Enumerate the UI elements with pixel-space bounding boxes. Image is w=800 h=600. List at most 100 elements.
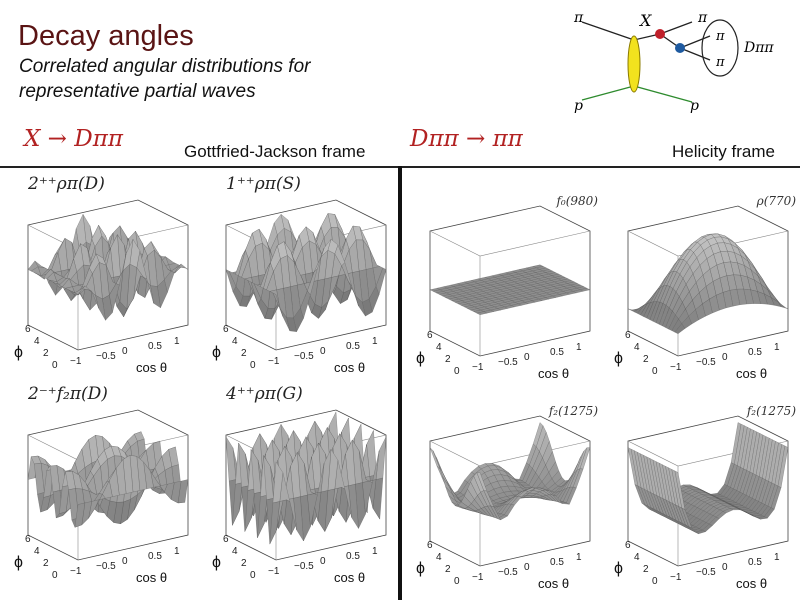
cos-tick-label: −0.5 [294,561,314,572]
panel-label: ρ(770) [756,194,796,208]
cos-tick-label: 0.5 [346,341,360,352]
cos-tick-label: 1 [372,546,378,557]
phi-tick-label: 2 [445,354,451,365]
surface-plot [27,409,189,561]
cos-tick-label: −0.5 [96,351,116,362]
cos-tick-label: −1 [268,356,280,367]
phi-tick-label: 6 [223,534,229,545]
surface-panel: 2⁺⁺ρπ(D) cos θ ϕ −1 −0.5 0 0.5 1 0 2 4 6 [8,170,200,375]
cos-tick-label: 1 [576,552,582,563]
pipi-bubble [701,19,739,77]
surface-panel: f₀(980) cos θ ϕ −1 −0.5 0 0.5 1 0 2 4 6 [410,176,602,381]
pi-b: π [715,55,725,70]
phi-tick-label: 6 [625,330,631,341]
cos-tick-label: −0.5 [696,567,716,578]
phi-tick-label: 4 [436,342,442,353]
surface-panel: 4⁺⁺ρπ(G) cos θ ϕ −1 −0.5 0 0.5 1 0 2 4 6 [206,380,398,585]
p-left: p [574,98,583,114]
phi-tick-label: 0 [454,576,460,587]
cos-theta-axis-label: cos θ [136,570,168,585]
cos-tick-label: 0.5 [346,551,360,562]
cos-tick-label: −0.5 [498,567,518,578]
cos-tick-label: 0 [524,562,530,573]
surface-panel: 2⁻⁺f₂π(D) cos θ ϕ −1 −0.5 0 0.5 1 0 2 4 6 [8,380,200,585]
panel-label: 2⁻⁺f₂π(D) [28,384,108,404]
cos-tick-label: 0 [320,556,326,567]
cos-tick-label: 0 [122,346,128,357]
cos-tick-label: −0.5 [498,357,518,368]
panel-label: 4⁺⁺ρπ(G) [226,384,303,404]
cos-tick-label: −1 [670,362,682,373]
cos-theta-axis-label: cos θ [136,360,168,375]
surface-plot [429,415,591,567]
panel-label: 1⁺⁺ρπ(S) [226,174,301,194]
cos-theta-axis-label: cos θ [334,570,366,585]
Dpipi-label: Dππ [743,40,774,56]
phi-tick-label: 2 [643,354,649,365]
cos-tick-label: −0.5 [696,357,716,368]
pi-a: π [715,29,725,44]
pi-top-left: π [573,10,584,26]
cos-tick-label: −0.5 [96,561,116,572]
cos-tick-label: 1 [174,546,180,557]
phi-axis-label: ϕ [416,560,425,577]
p-right: p [690,98,699,114]
phi-axis-label: ϕ [416,350,425,367]
cos-tick-label: 0.5 [550,347,564,358]
cos-tick-label: 1 [774,552,780,563]
cos-tick-label: 1 [174,336,180,347]
phi-tick-label: 6 [25,324,31,335]
cos-theta-axis-label: cos θ [736,576,768,591]
surface-plot [225,409,387,561]
phi-tick-label: 6 [625,540,631,551]
cos-tick-label: 0.5 [148,341,162,352]
phi-tick-label: 2 [445,564,451,575]
phi-axis-label: ϕ [614,350,623,367]
cos-tick-label: −1 [70,356,82,367]
phi-tick-label: 0 [52,360,58,371]
surface-plot [429,205,591,357]
cos-tick-label: 1 [372,336,378,347]
panel-label: f₂(1275) [746,404,796,418]
surface-panel: 1⁺⁺ρπ(S) cos θ ϕ −1 −0.5 0 0.5 1 0 2 4 6 [206,170,398,375]
cos-tick-label: 0.5 [748,347,762,358]
cos-tick-label: 0.5 [148,551,162,562]
surface-plot [27,199,189,351]
surface-plot [225,199,387,351]
left-process: X → Dππ [24,126,123,152]
phi-axis-label: ϕ [14,554,23,571]
panel-label: f₂(1275) [548,404,598,418]
cos-tick-label: −0.5 [294,351,314,362]
left-frame-label: Gottfried-Jackson frame [184,142,366,161]
surface-plot [627,415,789,567]
X-label: X [638,11,652,30]
cos-theta-axis-label: cos θ [334,360,366,375]
right-process: Dππ → ππ [410,126,523,152]
surface-panel: f₂(1275) cos θ ϕ −1 −0.5 0 0.5 1 0 2 4 6 [608,386,800,591]
cos-tick-label: 1 [576,342,582,353]
phi-tick-label: 6 [223,324,229,335]
phi-tick-label: 6 [427,330,433,341]
slide-subtitle: Correlated angular distributions for rep… [19,54,311,104]
phi-axis-label: ϕ [14,344,23,361]
vertex-Dpipi [675,43,685,53]
phi-axis-label: ϕ [614,560,623,577]
vertex-X [655,29,665,39]
phi-tick-label: 2 [241,348,247,359]
subtitle-line-2: representative partial waves [19,81,256,102]
phi-tick-label: 2 [241,558,247,569]
phi-tick-label: 0 [250,360,256,371]
cos-tick-label: 0 [320,346,326,357]
phi-tick-label: 4 [232,546,238,557]
cos-tick-label: 0.5 [748,557,762,568]
phi-tick-label: 4 [34,546,40,557]
right-frame-label: Helicity frame [672,142,775,161]
cos-tick-label: 0.5 [550,557,564,568]
phi-tick-label: 4 [436,552,442,563]
cos-tick-label: −1 [70,566,82,577]
cos-theta-axis-label: cos θ [538,576,570,591]
phi-tick-label: 0 [454,366,460,377]
vertical-divider [398,166,402,600]
reggeon-ellipse [627,35,641,93]
cos-tick-label: 0 [722,352,728,363]
